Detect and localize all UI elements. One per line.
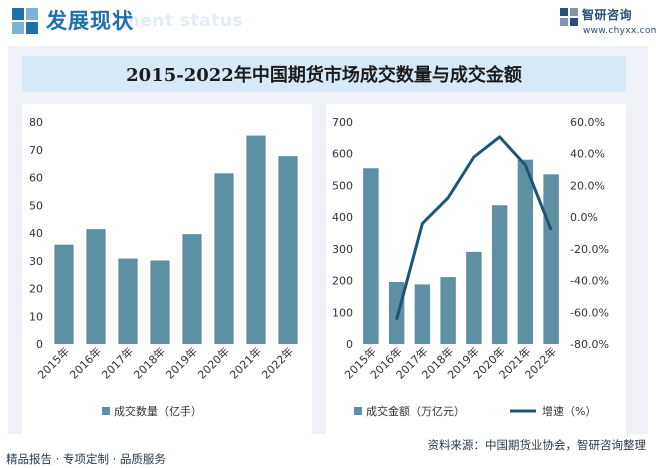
y-tick-label: 30	[29, 255, 43, 268]
report-logo-icon	[12, 8, 38, 34]
y-tick-label: 600	[332, 148, 353, 161]
y-tick-label: 700	[332, 116, 353, 129]
legend-swatch	[102, 407, 110, 415]
turnover-bar	[491, 205, 508, 344]
x-tick-label: 2020年	[195, 344, 232, 381]
turnover-bar	[388, 281, 405, 344]
volume-bar	[214, 173, 234, 344]
chart-title: 2015-2022年中国期货市场成交数量与成交金额	[126, 65, 522, 86]
turnover-bar	[363, 168, 379, 344]
y2-tick-label: -40.0%	[570, 275, 609, 288]
y2-tick-label: -80.0%	[570, 338, 609, 351]
growth-line	[395, 135, 553, 321]
brand-url: www.chyxx.com	[583, 26, 656, 36]
legend-label-growth: 增速（%）	[542, 404, 596, 418]
y-tick-label: 40	[29, 227, 43, 240]
volume-chart: 010203040506070802015年2016年2017年2018年201…	[29, 116, 298, 418]
volume-bar	[150, 260, 170, 344]
legend-label-turnover: 成交金额（万亿元）	[366, 404, 465, 418]
y-tick-label: 70	[29, 144, 43, 157]
y-tick-label: 0	[346, 338, 353, 351]
volume-bar	[54, 244, 74, 344]
volume-bar	[86, 229, 106, 344]
header-bar: ment status 发展现状 智研咨询 www.chyxx.com	[0, 0, 656, 46]
data-source: 资料来源：中国期货业协会，智研咨询整理	[427, 438, 647, 452]
footer-tagline: 精品报告 · 专项定制 · 品质服务	[6, 452, 166, 466]
y2-tick-label: 60.0%	[570, 116, 605, 129]
legend-label: 成交数量（亿手）	[114, 404, 202, 418]
y-tick-label: 20	[29, 283, 43, 296]
turnover-bar	[414, 284, 431, 344]
y-tick-label: 200	[332, 275, 353, 288]
volume-bar	[278, 156, 298, 344]
x-tick-label: 2022年	[259, 344, 296, 381]
legend-swatch-turnover	[354, 407, 362, 415]
volume-bar	[182, 234, 202, 344]
brand-name: 智研咨询	[582, 8, 633, 22]
turnover-chart: 0 100 200 300 400 500 600 700 -80.0% -60.0% -40.0%…	[332, 116, 609, 418]
y-tick-label: 50	[29, 199, 43, 212]
turnover-bar	[543, 174, 559, 344]
turnover-bar	[466, 251, 482, 344]
y-tick-label: 80	[29, 116, 43, 129]
y-tick-label: 0	[36, 338, 43, 351]
turnover-chart-card: 0 100 200 300 400 500 600 700 -80.0% -60.0% -40.0%…	[326, 104, 626, 434]
turnover-bar	[440, 277, 456, 344]
y2-tick-label: -60.0%	[570, 306, 609, 319]
y-tick-label: 10	[29, 310, 43, 323]
y2-tick-label: 20.0%	[570, 179, 605, 192]
volume-bar	[246, 135, 266, 344]
x-tick-label: 2019年	[163, 344, 200, 381]
x-tick-label: 2016年	[67, 344, 104, 381]
y2-tick-label: -20.0%	[570, 243, 609, 256]
y-tick-label: 60	[29, 172, 43, 185]
volume-chart-card: 0 10 20 30 40 50 60 70 80 2015年 2016年 2017年 2018年 201…	[22, 104, 312, 434]
x-tick-label: 2018年	[131, 344, 168, 381]
section-subtitle: ment status	[122, 11, 243, 31]
brand-logo-icon	[560, 8, 578, 26]
y2-tick-label: 0.0%	[570, 211, 598, 224]
x-tick-label: 2021年	[227, 344, 264, 381]
volume-bar	[118, 258, 138, 344]
y-tick-label: 100	[332, 306, 353, 319]
y-tick-label: 500	[332, 179, 353, 192]
y2-tick-label: 40.0%	[570, 148, 605, 161]
x-tick-label: 2017年	[99, 344, 136, 381]
y-tick-label: 300	[332, 243, 353, 256]
chart-title-box: 2015-2022年中国期货市场成交数量与成交金额	[22, 56, 626, 92]
y-tick-label: 400	[332, 211, 353, 224]
section-title: 发展现状	[46, 9, 134, 33]
turnover-bar	[517, 159, 534, 344]
footer-bar: 精品报告 · 专项定制 · 品质服务 资料来源：中国期货业协会，智研咨询整理	[0, 434, 656, 468]
